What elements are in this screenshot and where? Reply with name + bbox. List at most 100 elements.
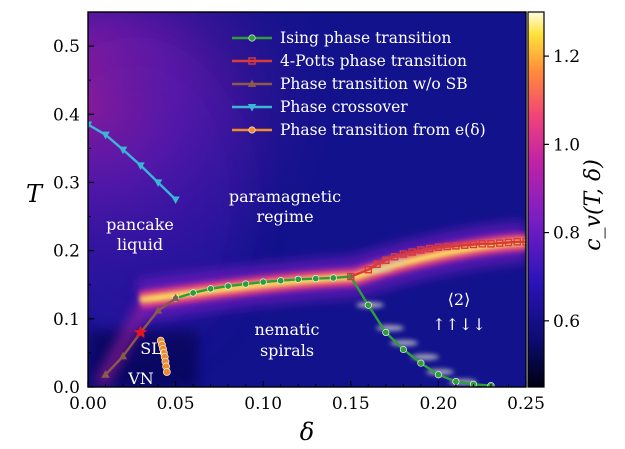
data-point: [434, 243, 443, 251]
data-point: [136, 162, 145, 170]
data-point: [329, 274, 337, 282]
data-point: [248, 34, 256, 42]
region-label-liquid: liquid: [117, 235, 163, 254]
region-label-sl: SL: [140, 339, 162, 358]
x-axis-label: δ: [300, 418, 314, 446]
data-point: [452, 378, 460, 386]
data-point: [399, 345, 407, 354]
data-point: [390, 253, 399, 261]
data-point: [364, 265, 373, 274]
y-tick-label: 0.3: [53, 173, 80, 193]
data-point: [443, 242, 451, 251]
legend-label: Phase transition from e(δ): [280, 121, 486, 139]
x-tick-label: 0.15: [332, 394, 370, 414]
x-tick-label: 0.25: [507, 394, 545, 414]
data-point: [242, 280, 250, 288]
special-point-star: [133, 325, 148, 339]
data-point: [373, 260, 381, 269]
x-tick-label: 0.05: [157, 394, 195, 414]
data-point: [425, 244, 434, 253]
data-point: [248, 57, 256, 65]
x-tick-label: 0.20: [419, 394, 457, 414]
legend-item: Phase transition w/o SB: [232, 75, 468, 93]
data-point: [495, 239, 504, 247]
data-point: [452, 242, 460, 250]
series: [347, 238, 526, 281]
colorbar-label: c_v(T, δ): [581, 159, 606, 251]
y-tick-label: 0.0: [53, 378, 80, 398]
data-point: [277, 277, 285, 285]
heatmap: [88, 12, 526, 387]
region-label-nematic: nematic: [255, 320, 320, 339]
region-label-order-2: ⟨2⟩: [448, 290, 471, 309]
y-tick-label: 0.5: [53, 37, 80, 57]
legend-item: Phase transition from e(δ): [232, 121, 486, 139]
data-point: [513, 238, 521, 246]
data-point: [248, 126, 256, 134]
region-label-uudd: ↑↑↓↓: [432, 315, 486, 334]
series: [172, 273, 495, 387]
data-point: [382, 328, 390, 336]
series: [156, 336, 171, 376]
data-point: [118, 351, 128, 360]
data-point: [478, 240, 486, 248]
data-point: [153, 179, 163, 188]
data-point: [247, 103, 257, 112]
data-point: [118, 146, 128, 155]
data-point: [347, 272, 355, 281]
legend-label: Ising phase transition: [280, 29, 451, 47]
legend-label: Phase transition w/o SB: [280, 75, 468, 93]
data-point: [171, 196, 180, 205]
x-tick-label: 0.10: [244, 394, 282, 414]
colorbar-ticks: 0.6 0.8 1.0 1.2: [544, 47, 580, 332]
region-label-pancake: pancake: [106, 215, 174, 234]
data-point: [259, 278, 267, 286]
colorbar: [528, 12, 544, 387]
region-label-vn: VN: [127, 369, 154, 388]
y-tick-label: 0.2: [53, 242, 80, 262]
data-point: [312, 275, 320, 283]
legend-item: 4-Potts phase transition: [232, 52, 467, 70]
series-layer: [88, 121, 526, 387]
legend-item: Ising phase transition: [232, 29, 451, 47]
data-point: [364, 301, 372, 309]
colorbar-frame: [527, 11, 545, 388]
data-point: [417, 359, 425, 367]
data-point: [224, 282, 232, 290]
series-line: [350, 240, 526, 278]
legend-item: Phase crossover: [232, 98, 408, 116]
data-point: [434, 371, 442, 379]
data-point: [408, 248, 416, 256]
data-point: [504, 238, 513, 247]
data-point: [417, 246, 425, 254]
data-point: [399, 250, 408, 258]
y-axis-label: T: [26, 180, 44, 208]
data-point: [207, 285, 215, 293]
data-point: [247, 79, 257, 88]
legend: Ising phase transition 4-Potts phase tran…: [232, 29, 486, 139]
colorbar-tick-label: 0.8: [553, 224, 580, 244]
data-point: [382, 256, 390, 264]
colorbar-tick-label: 1.0: [553, 135, 580, 155]
data-point: [522, 238, 526, 246]
legend-label: 4-Potts phase transition: [280, 52, 467, 70]
data-point: [294, 275, 302, 283]
smudge: [411, 354, 439, 360]
region-label-regime: regime: [256, 207, 313, 226]
axis-layer: 0.00 0.05 0.10 0.15 0.20 0.25 0.0 0.1 0.2 0.3 0.4 0…: [53, 11, 545, 414]
colorbar-tick-label: 0.6: [553, 312, 580, 332]
data-point: [153, 306, 163, 314]
region-labels: pancake liquid paramagnetic regime nemat…: [106, 187, 486, 388]
data-point: [487, 240, 495, 248]
data-point: [88, 121, 93, 130]
colorbar-tick-label: 1.2: [553, 47, 580, 67]
series: [88, 121, 180, 205]
data-point: [162, 368, 171, 376]
data-point: [189, 289, 197, 297]
data-point: [171, 293, 180, 302]
data-point: [101, 370, 110, 378]
y-tick-label: 0.4: [53, 105, 80, 125]
data-point: [101, 131, 110, 140]
region-label-spirals: spirals: [260, 341, 314, 360]
